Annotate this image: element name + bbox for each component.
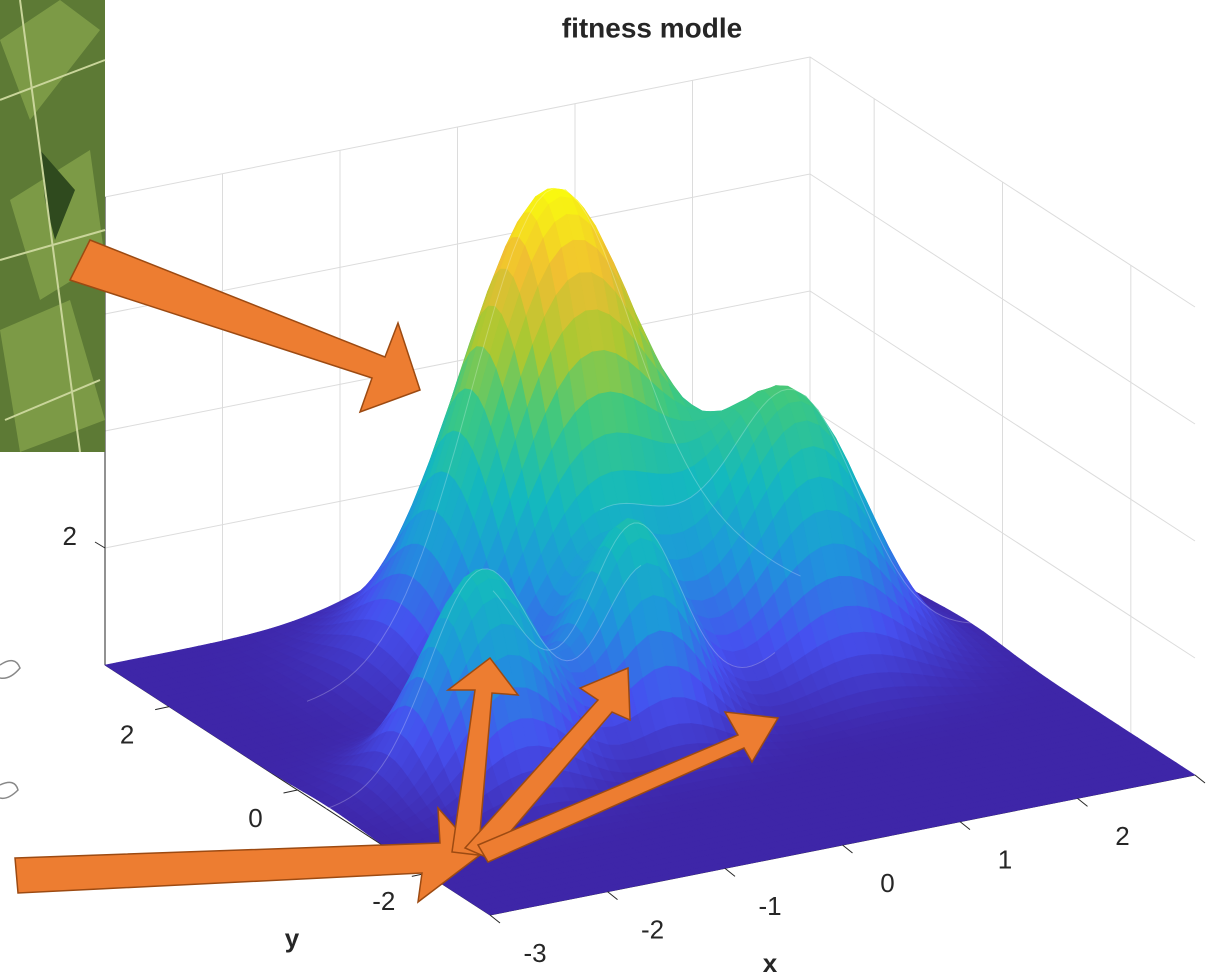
x-tick <box>1195 775 1205 783</box>
y-axis-label: y <box>285 923 300 953</box>
x-tick-label: -2 <box>641 915 664 945</box>
z-tick-label: 2 <box>63 521 77 551</box>
x-tick-label: 0 <box>880 868 894 898</box>
arrow <box>70 240 420 412</box>
y-tick <box>284 790 298 793</box>
y-tick-label: 0 <box>248 803 262 833</box>
x-tick-label: -3 <box>523 938 546 968</box>
chart: -3-2-10123-2022468 fitness modle x y <box>0 0 1225 980</box>
x-tick <box>843 845 853 853</box>
x-tick <box>960 822 970 830</box>
x-tick-label: 1 <box>998 845 1012 875</box>
y-tick <box>155 707 169 710</box>
x-tick <box>490 915 500 923</box>
chart-title: fitness modle <box>562 12 742 43</box>
x-tick <box>608 892 618 900</box>
photo <box>0 0 105 452</box>
x-tick <box>1078 798 1088 806</box>
x-axis-label: x <box>763 948 778 978</box>
page: {"chart_data":{"type":"surface","title":… <box>0 0 1225 980</box>
grid-line <box>105 57 1195 307</box>
x-tick <box>725 868 735 876</box>
y-tick-label: -2 <box>372 886 395 916</box>
y-tick-label: 2 <box>120 720 134 750</box>
x-tick-label: -1 <box>758 891 781 921</box>
z-tick <box>95 542 105 548</box>
sketch <box>0 661 20 799</box>
x-tick-label: 2 <box>1115 821 1129 851</box>
